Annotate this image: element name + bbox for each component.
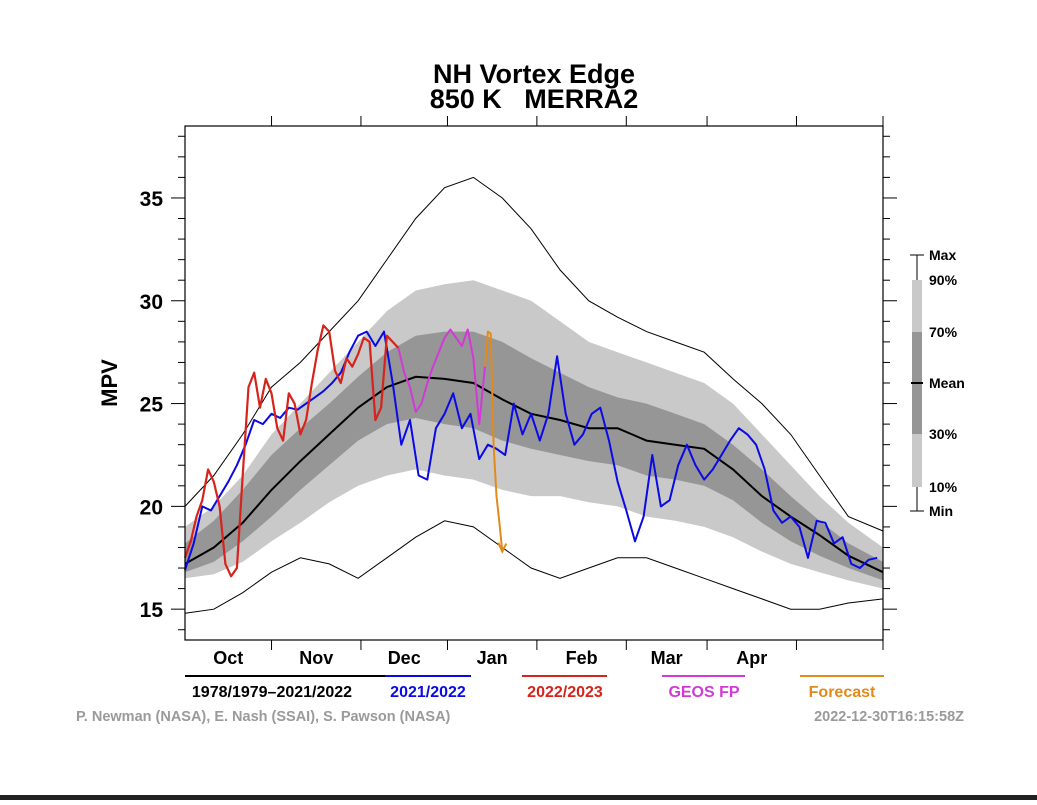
legend-label: 2021/2022 [390,684,466,701]
series-2022-2023-line [183,324,400,578]
chart-title: NH Vortex Edge [433,59,635,89]
x-month-label: Jan [477,648,508,668]
band-legend-label: 30% [929,426,958,442]
band-30-70 [185,331,883,581]
max-line [184,176,884,532]
band-legend-lower-outer [912,434,922,487]
series-legend: 1978/1979–2021/2022 2021/2022 2022/2023 GEO… [185,675,884,701]
legend-label: 2022/2023 [527,684,603,701]
y-tick-label: 30 [140,291,163,314]
x-month-label: Feb [566,648,598,668]
x-month-label: Oct [213,648,243,668]
min-line [184,520,884,614]
chart-subtitle: 850 K MERRA2 [430,84,639,114]
bottom-border [0,795,1037,800]
band-legend-label: Max [929,247,956,263]
band-legend-label: 10% [929,479,958,495]
band-legend: Max 90% 70% Mean 30% 10% Min [910,247,965,519]
plot-area: 15 20 25 30 35 Oct Nov Dec Jan Feb Mar Apr [140,116,897,668]
y-axis-label: MPV [97,359,122,407]
band-legend-upper-outer [912,280,922,332]
y-tick-label: 25 [140,394,164,417]
x-month-label: Nov [299,648,333,668]
y-tick-label: 35 [140,188,164,211]
band-legend-label: 70% [929,324,958,340]
credits-authors: P. Newman (NASA), E. Nash (SSAI), S. Paw… [76,709,451,725]
legend-label: GEOS FP [668,684,739,701]
series-2021-2022-line [184,330,878,571]
y-tick-label: 15 [140,599,164,622]
series-geos-fp-line [397,328,486,426]
credits-timestamp: 2022-12-30T16:15:58Z [814,709,964,725]
series-forecast-line [484,330,504,552]
band-legend-label: Mean [929,375,965,391]
x-month-label: Dec [388,648,421,668]
legend-label: Forecast [809,684,876,701]
legend-label: 1978/1979–2021/2022 [192,684,352,701]
band-legend-label: 90% [929,272,958,288]
band-legend-label: Min [929,503,953,519]
forecast-arrowhead [497,542,508,554]
x-month-label: Mar [651,648,683,668]
y-tick-label: 20 [140,496,163,519]
x-month-label: Apr [736,648,767,668]
